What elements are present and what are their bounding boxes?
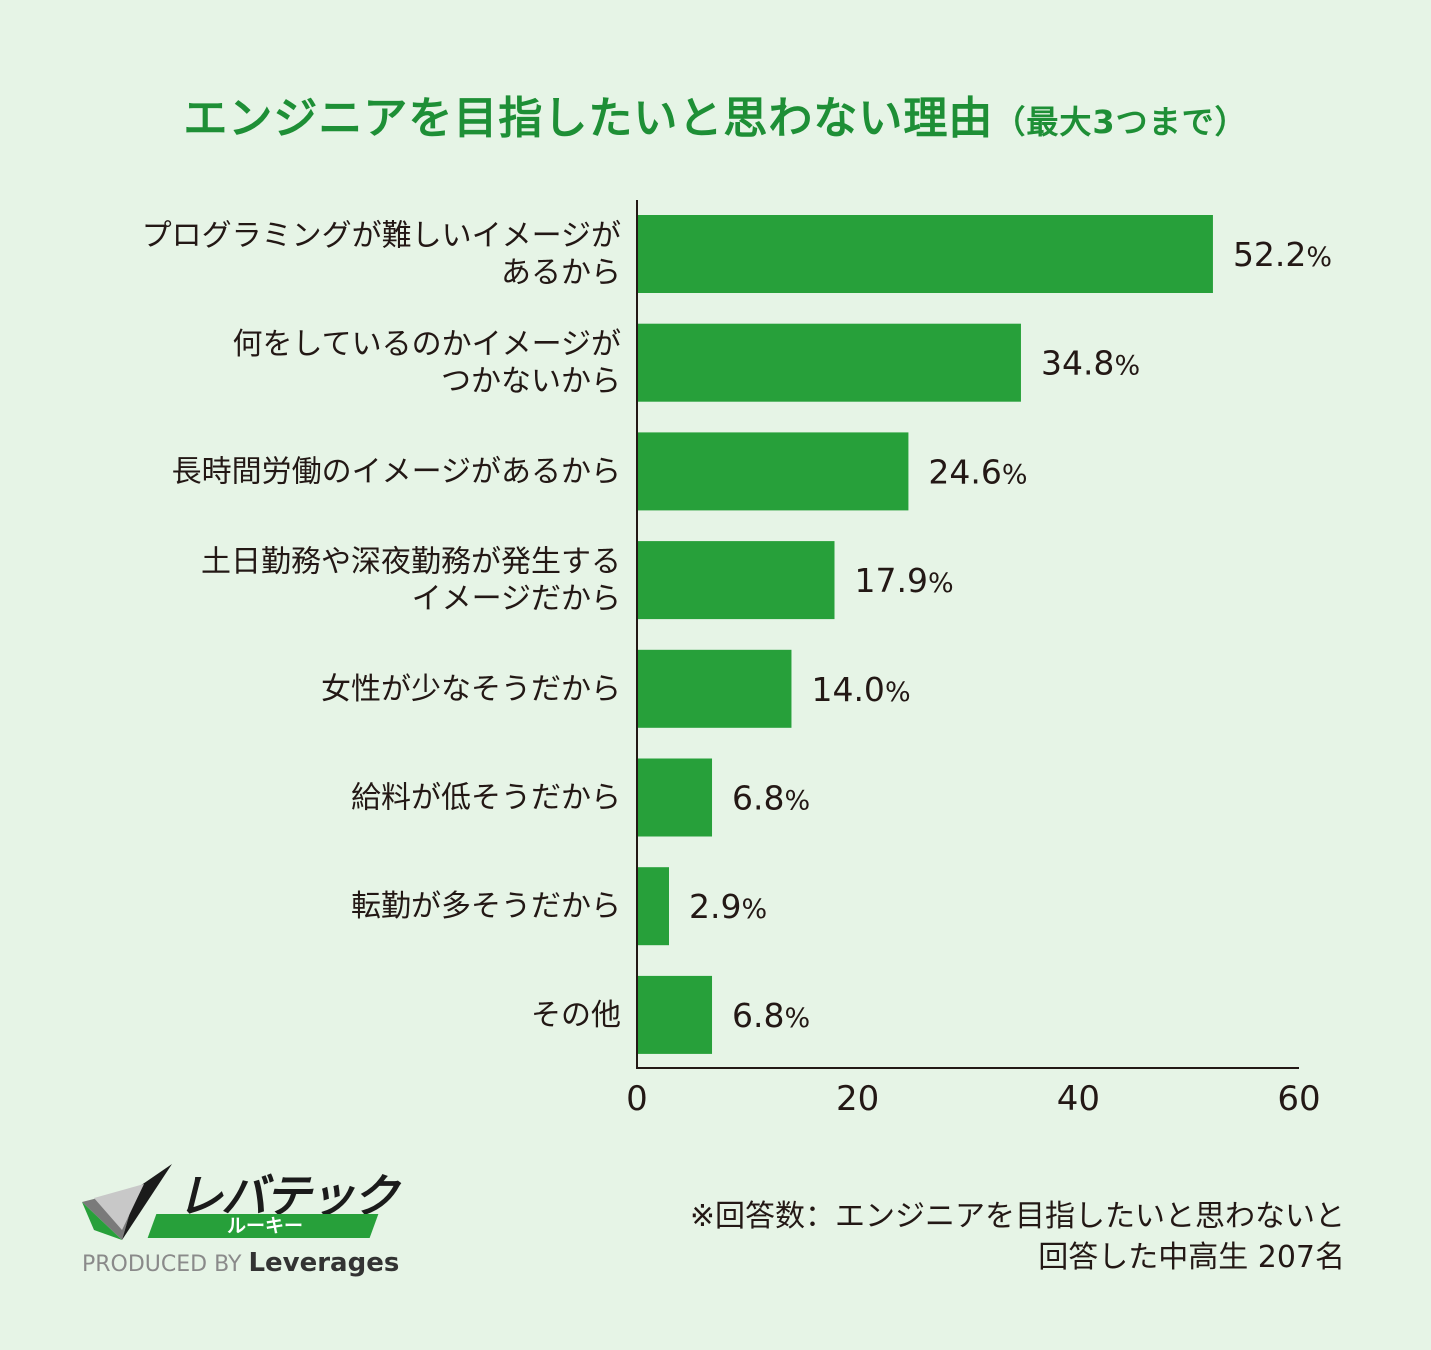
logo-sub: ルーキー xyxy=(227,1215,304,1237)
footnote-line-1: ※回答数：エンジニアを目指したいと思わないと xyxy=(689,1199,1345,1234)
category-label-3: 長時間労働のイメージがあるから xyxy=(172,454,621,489)
value-label-4: 17.9% xyxy=(854,561,953,600)
brand-text: Leverages xyxy=(248,1248,400,1278)
value-label-2: 34.8% xyxy=(1041,344,1140,383)
category-label-2-line-1: 何をしているのかイメージが xyxy=(233,327,622,362)
footnote-line-2: 回答した中高生 207名 xyxy=(1038,1240,1345,1275)
footnote: ※回答数：エンジニアを目指したいと思わないと 回答した中高生 207名 xyxy=(690,1196,1345,1278)
bar-8 xyxy=(637,975,713,1054)
bar-7 xyxy=(637,867,669,946)
value-label-5: 14.0% xyxy=(811,670,910,709)
bar-5 xyxy=(637,649,792,728)
category-label-4-line-2: イメージだから xyxy=(412,582,621,617)
bar-4 xyxy=(637,541,835,620)
category-label-2-line-2: つかないから xyxy=(441,364,621,399)
x-tick-label-60: 60 xyxy=(1277,1079,1320,1119)
x-tick-label-0: 0 xyxy=(626,1079,648,1119)
produced-by-text: PRODUCED BY xyxy=(82,1252,242,1277)
x-tick-label-40: 40 xyxy=(1057,1079,1100,1119)
value-label-8: 6.8% xyxy=(732,996,810,1035)
value-label-7: 2.9% xyxy=(689,887,767,926)
bar-6 xyxy=(637,758,713,837)
bar-2 xyxy=(637,323,1021,402)
category-label-4-line-1: 土日勤務や深夜勤務が発生する xyxy=(201,545,621,580)
category-label-1-line-1: プログラミングが難しいイメージが xyxy=(142,219,621,254)
value-label-3: 24.6% xyxy=(928,452,1027,491)
category-label-5: 女性が少なそうだから xyxy=(321,672,621,707)
logo-check-icon xyxy=(82,1164,172,1240)
category-label-1-line-2: あるから xyxy=(501,256,621,291)
chart-title-main: エンジニアを目指したいと思わない理由 xyxy=(183,93,994,144)
value-label-1: 52.2% xyxy=(1233,235,1332,274)
bar-1 xyxy=(637,215,1213,293)
x-tick-label-20: 20 xyxy=(836,1079,879,1119)
chart-title-sub: （最大3つまで） xyxy=(993,103,1248,141)
category-label-8: その他 xyxy=(531,998,621,1033)
category-label-7: 転勤が多そうだから xyxy=(351,889,621,924)
category-label-6: 給料が低そうだから xyxy=(351,781,621,816)
leverages-logo: レバテック ルーキー PRODUCED BY Leverages xyxy=(82,1160,399,1280)
value-label-6: 6.8% xyxy=(732,779,810,818)
chart-title: エンジニアを目指したいと思わない理由（最大3つまで） xyxy=(0,82,1431,146)
logo-produced: PRODUCED BY Leverages xyxy=(82,1248,399,1278)
bar-3 xyxy=(637,432,909,511)
